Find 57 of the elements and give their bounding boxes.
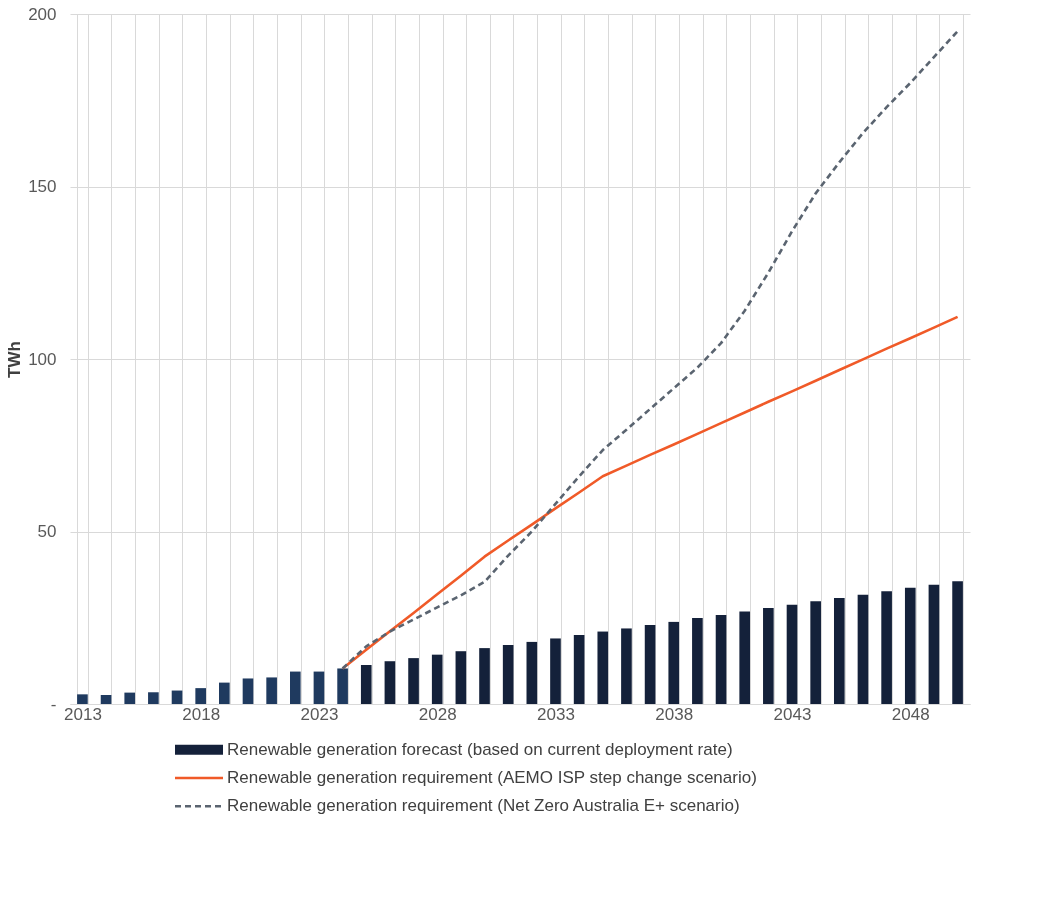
bar (242, 678, 254, 704)
y-tick-label: 200 (28, 4, 57, 24)
x-tick-label: 2043 (773, 704, 812, 724)
bar (644, 625, 656, 704)
bar (77, 694, 88, 704)
bar (313, 671, 325, 704)
x-tick-label: 2018 (182, 704, 221, 724)
bar (810, 601, 821, 704)
bar (195, 688, 207, 704)
bar (219, 682, 230, 704)
bar (621, 628, 632, 704)
bar (100, 695, 112, 704)
bar (739, 611, 751, 704)
bar (502, 645, 514, 704)
bar (408, 658, 419, 704)
x-tick-label: 2048 (891, 704, 930, 724)
bar (952, 581, 963, 704)
bar (337, 668, 348, 704)
y-tick-label: - (50, 694, 57, 714)
legend-label: Renewable generation requirement (Net Zero Australia E+ scenario) (227, 796, 740, 816)
bar (763, 608, 774, 704)
bar (148, 692, 159, 704)
bar (597, 631, 609, 704)
bar (573, 635, 585, 704)
bar (526, 641, 538, 704)
legend-label: Renewable generation requirement (AEMO ISP step change scenario) (227, 768, 757, 787)
bar (904, 587, 916, 704)
bar (171, 690, 183, 704)
bar (550, 638, 561, 704)
x-tick-label: 2033 (537, 704, 575, 724)
bar (124, 692, 136, 704)
bar (881, 591, 892, 704)
bar (479, 648, 490, 704)
bar (715, 614, 727, 704)
bar (668, 621, 680, 704)
x-tick-label: 2038 (655, 704, 694, 724)
y-tick-label: 100 (28, 349, 57, 369)
bar (360, 665, 372, 704)
line-series (341, 29, 959, 670)
bar (786, 604, 798, 704)
bar (928, 584, 940, 704)
y-axis-title: TWh (5, 341, 25, 378)
bar (455, 651, 467, 704)
x-tick-label: 2023 (300, 704, 339, 724)
bar (833, 598, 845, 704)
bar (266, 677, 277, 704)
x-tick-label: 2028 (418, 704, 457, 724)
y-tick-label: 150 (28, 177, 57, 196)
x-tick-label: 2013 (64, 704, 102, 724)
bar (857, 594, 869, 704)
bar (431, 654, 443, 704)
bar (384, 661, 396, 704)
line-series (341, 315, 959, 670)
bar (289, 671, 301, 704)
y-tick-label: 50 (37, 522, 57, 541)
bar (692, 618, 703, 704)
legend-label: Renewable generation forecast (based on current deployment rate) (227, 739, 733, 759)
